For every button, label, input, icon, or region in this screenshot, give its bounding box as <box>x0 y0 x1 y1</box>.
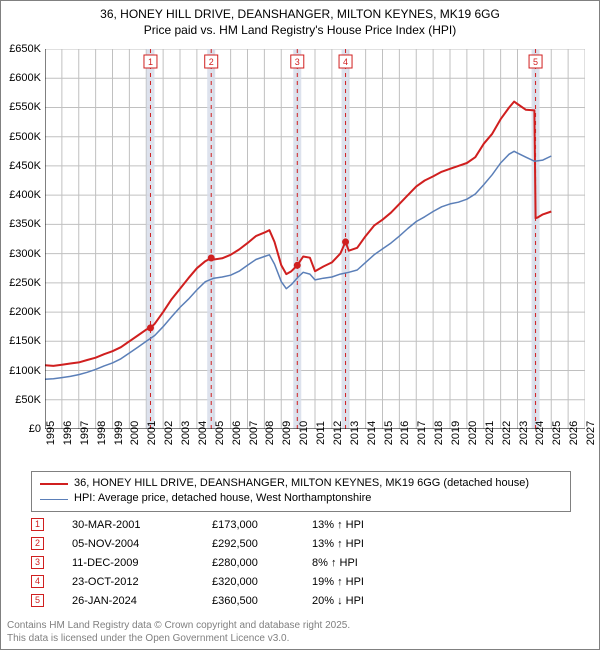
x-tick-label: 2006 <box>231 421 243 445</box>
x-tick-label: 2002 <box>163 421 175 445</box>
legend-label: HPI: Average price, detached house, West… <box>74 491 371 506</box>
y-tick-label: £250K <box>9 277 41 289</box>
x-tick-label: 2024 <box>534 421 546 445</box>
sale-diff: 19% ↑ HPI <box>312 576 432 588</box>
x-tick-label: 2027 <box>585 421 597 445</box>
sale-row: 3 11-DEC-2009£280,0008% ↑ HPI <box>31 553 571 572</box>
sale-price: £320,000 <box>212 576 312 588</box>
x-tick-label: 2000 <box>129 421 141 445</box>
svg-text:2: 2 <box>209 57 214 67</box>
chart-svg: 1 2 3 4 5 <box>45 49 585 429</box>
x-tick-label: 2008 <box>264 421 276 445</box>
x-tick-label: 2016 <box>399 421 411 445</box>
chart-title: 36, HONEY HILL DRIVE, DEANSHANGER, MILTO… <box>1 1 599 42</box>
sale-marker: 2 <box>31 537 44 550</box>
sale-row: 1 30-MAR-2001£173,00013% ↑ HPI <box>31 515 571 534</box>
sale-price: £280,000 <box>212 557 312 569</box>
y-axis-labels: £0£50K£100K£150K£200K£250K£300K£350K£400… <box>1 49 43 429</box>
footer-line2: This data is licensed under the Open Gov… <box>7 633 350 646</box>
sale-diff: 13% ↑ HPI <box>312 519 432 531</box>
x-tick-label: 2012 <box>332 421 344 445</box>
svg-text:1: 1 <box>148 57 153 67</box>
x-tick-label: 2017 <box>416 421 428 445</box>
x-tick-label: 2001 <box>146 421 158 445</box>
sale-date: 23-OCT-2012 <box>72 576 212 588</box>
legend: 36, HONEY HILL DRIVE, DEANSHANGER, MILTO… <box>31 471 571 512</box>
title-address: 36, HONEY HILL DRIVE, DEANSHANGER, MILTO… <box>9 7 591 23</box>
x-tick-label: 2015 <box>383 421 395 445</box>
sales-table: 1 30-MAR-2001£173,00013% ↑ HPI 2 05-NOV-200… <box>31 515 571 610</box>
footer-attribution: Contains HM Land Registry data © Crown c… <box>7 620 350 645</box>
y-tick-label: £200K <box>9 306 41 318</box>
sale-date: 26-JAN-2024 <box>72 595 212 607</box>
x-tick-label: 2007 <box>248 421 260 445</box>
y-tick-label: £600K <box>9 72 41 84</box>
sale-diff: 20% ↓ HPI <box>312 595 432 607</box>
x-tick-label: 2010 <box>298 421 310 445</box>
sale-row: 4 23-OCT-2012£320,00019% ↑ HPI <box>31 572 571 591</box>
legend-swatch <box>40 499 68 500</box>
sale-marker: 5 <box>31 594 44 607</box>
sale-marker: 4 <box>31 575 44 588</box>
y-tick-label: £500K <box>9 131 41 143</box>
sale-date: 05-NOV-2004 <box>72 538 212 550</box>
y-tick-label: £450K <box>9 160 41 172</box>
x-tick-label: 2005 <box>214 421 226 445</box>
x-tick-label: 2014 <box>366 421 378 445</box>
x-tick-label: 1996 <box>62 421 74 445</box>
x-tick-label: 2009 <box>281 421 293 445</box>
y-tick-label: £550K <box>9 101 41 113</box>
y-tick-label: £400K <box>9 189 41 201</box>
sale-price: £360,500 <box>212 595 312 607</box>
sale-price: £173,000 <box>212 519 312 531</box>
y-tick-label: £100K <box>9 365 41 377</box>
sale-price: £292,500 <box>212 538 312 550</box>
x-tick-label: 2013 <box>349 421 361 445</box>
legend-label: 36, HONEY HILL DRIVE, DEANSHANGER, MILTO… <box>74 476 529 491</box>
sale-marker: 1 <box>31 518 44 531</box>
y-tick-label: £650K <box>9 43 41 55</box>
sale-date: 11-DEC-2009 <box>72 557 212 569</box>
x-tick-label: 2021 <box>484 421 496 445</box>
svg-text:3: 3 <box>295 57 300 67</box>
legend-row: 36, HONEY HILL DRIVE, DEANSHANGER, MILTO… <box>40 476 562 491</box>
x-axis-labels: 1995199619971998199920002001200220032004… <box>45 429 585 471</box>
x-tick-label: 2011 <box>315 421 327 445</box>
sale-diff: 8% ↑ HPI <box>312 557 432 569</box>
x-tick-label: 1995 <box>45 421 57 445</box>
title-subtitle: Price paid vs. HM Land Registry's House … <box>9 23 591 39</box>
x-tick-label: 1999 <box>113 421 125 445</box>
sale-row: 2 05-NOV-2004£292,50013% ↑ HPI <box>31 534 571 553</box>
y-tick-label: £0 <box>29 423 41 435</box>
chart-container: 36, HONEY HILL DRIVE, DEANSHANGER, MILTO… <box>0 0 600 650</box>
footer-line1: Contains HM Land Registry data © Crown c… <box>7 620 350 633</box>
y-tick-label: £350K <box>9 218 41 230</box>
legend-swatch <box>40 483 68 485</box>
x-tick-label: 2020 <box>467 421 479 445</box>
legend-row: HPI: Average price, detached house, West… <box>40 491 562 506</box>
sale-marker: 3 <box>31 556 44 569</box>
sale-diff: 13% ↑ HPI <box>312 538 432 550</box>
x-tick-label: 1997 <box>79 421 91 445</box>
x-tick-label: 1998 <box>96 421 108 445</box>
sale-date: 30-MAR-2001 <box>72 519 212 531</box>
x-tick-label: 2023 <box>518 421 530 445</box>
sale-row: 5 26-JAN-2024£360,50020% ↓ HPI <box>31 591 571 610</box>
x-tick-label: 2022 <box>501 421 513 445</box>
chart-plot-area: 1 2 3 4 5 <box>45 49 585 429</box>
x-tick-label: 2019 <box>450 421 462 445</box>
y-tick-label: £300K <box>9 248 41 260</box>
svg-text:4: 4 <box>343 57 348 67</box>
x-tick-label: 2018 <box>433 421 445 445</box>
x-tick-label: 2026 <box>568 421 580 445</box>
svg-text:5: 5 <box>533 57 538 67</box>
x-tick-label: 2004 <box>197 421 209 445</box>
x-tick-label: 2025 <box>551 421 563 445</box>
y-tick-label: £150K <box>9 335 41 347</box>
y-tick-label: £50K <box>15 394 41 406</box>
x-tick-label: 2003 <box>180 421 192 445</box>
